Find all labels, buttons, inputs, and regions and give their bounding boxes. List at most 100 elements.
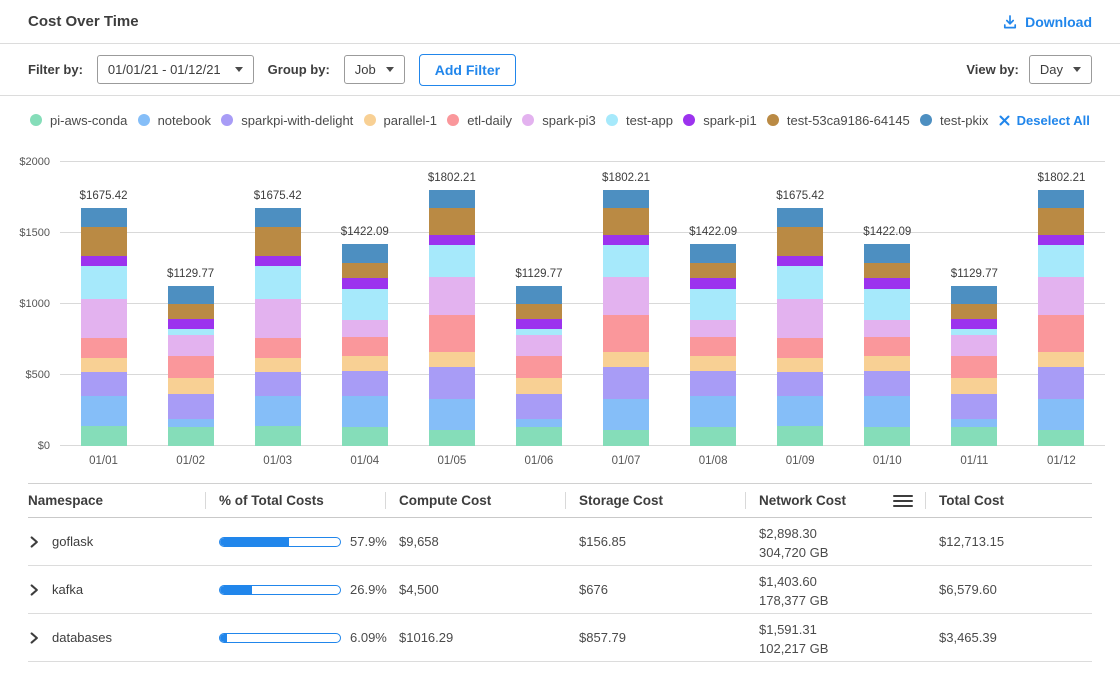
bar-segment-parallel-1	[342, 356, 388, 371]
bar-segment-test-pkix	[81, 208, 127, 227]
bar-segment-test-53ca9186-64145	[951, 304, 997, 318]
legend-item-etl-daily[interactable]: etl-daily	[447, 113, 512, 128]
stacked-bar	[864, 244, 910, 446]
bar-segment-test-app	[1038, 245, 1084, 277]
legend-item-test-app[interactable]: test-app	[606, 113, 673, 128]
bar-segment-etl-daily	[864, 337, 910, 356]
bar-segment-etl-daily	[516, 356, 562, 378]
stacked-bar	[342, 244, 388, 446]
bar-segment-sparkpi-with-delight	[864, 371, 910, 396]
bar-segment-spark-pi3	[168, 335, 214, 357]
view-by-label: View by:	[966, 62, 1019, 77]
bar-segment-etl-daily	[429, 315, 475, 353]
bar-segment-notebook	[864, 396, 910, 427]
header-cell-total-cost: Total Cost	[925, 484, 1092, 517]
column-menu-icon[interactable]	[893, 495, 913, 507]
x-icon	[999, 115, 1010, 126]
row-expander-chevron-right-icon[interactable]	[28, 632, 40, 644]
total-cost-cell: $3,465.39	[925, 630, 1092, 645]
bar-segment-notebook	[1038, 399, 1084, 430]
percent-bar-fill	[220, 586, 252, 594]
bar-segment-parallel-1	[1038, 352, 1084, 366]
legend-item-spark-pi3[interactable]: spark-pi3	[522, 113, 595, 128]
row-expander-chevron-right-icon[interactable]	[28, 536, 40, 548]
bar-segment-parallel-1	[429, 352, 475, 366]
bar-group-01/05: $1802.21	[408, 162, 495, 446]
bar-segment-pi-aws-conda	[429, 430, 475, 446]
bar-segment-pi-aws-conda	[777, 426, 823, 446]
bar-total-label: $1422.09	[341, 226, 389, 238]
percent-label: 57.9%	[350, 534, 387, 549]
bar-segment-pi-aws-conda	[342, 427, 388, 446]
network-usage-value: 304,720 GB	[759, 543, 925, 562]
legend-dot	[221, 114, 233, 126]
legend-item-spark-pi1[interactable]: spark-pi1	[683, 113, 756, 128]
x-axis-label: 01/08	[670, 455, 757, 467]
bar-segment-parallel-1	[864, 356, 910, 371]
legend-item-sparkpi-with-delight[interactable]: sparkpi-with-delight	[221, 113, 353, 128]
x-axis-label: 01/05	[408, 455, 495, 467]
network-cost-cell: $1,591.31102,217 GB	[745, 618, 925, 658]
bar-segment-spark-pi1	[168, 319, 214, 330]
bar-segment-pi-aws-conda	[864, 427, 910, 446]
namespace-label: goflask	[52, 534, 93, 549]
deselect-all-button[interactable]: Deselect All	[999, 113, 1090, 128]
bar-group-01/07: $1802.21	[583, 162, 670, 446]
bar-segment-test-53ca9186-64145	[342, 263, 388, 277]
download-icon	[1002, 14, 1018, 30]
y-axis-tick: $0	[38, 440, 50, 452]
compute-cost-cell: $9,658	[385, 534, 565, 549]
group-by-dropdown[interactable]: Job	[344, 55, 405, 84]
bar-segment-spark-pi3	[690, 320, 736, 337]
date-range-dropdown[interactable]: 01/01/21 - 01/12/21	[97, 55, 254, 84]
x-axis-label: 01/07	[582, 455, 669, 467]
view-by-dropdown[interactable]: Day	[1029, 55, 1092, 84]
bar-segment-notebook	[429, 399, 475, 430]
row-expander-chevron-right-icon[interactable]	[28, 584, 40, 596]
bar-segment-notebook	[342, 396, 388, 427]
view-by-value: Day	[1040, 62, 1063, 77]
stacked-bar	[777, 208, 823, 446]
bar-segment-test-app	[690, 289, 736, 320]
legend-item-label: parallel-1	[384, 113, 437, 128]
bar-segment-test-53ca9186-64145	[777, 227, 823, 256]
stacked-bar	[516, 286, 562, 446]
bar-segment-parallel-1	[690, 356, 736, 371]
legend-item-test-pkix[interactable]: test-pkix	[920, 113, 988, 128]
bar-segment-test-53ca9186-64145	[603, 208, 649, 235]
total-cost-cell: $12,713.15	[925, 534, 1092, 549]
bar-segment-etl-daily	[777, 338, 823, 358]
bar-segment-spark-pi3	[429, 277, 475, 314]
add-filter-button[interactable]: Add Filter	[419, 54, 516, 86]
download-button[interactable]: Download	[1002, 14, 1092, 30]
bar-segment-parallel-1	[777, 358, 823, 373]
bar-segment-spark-pi1	[342, 278, 388, 289]
cost-over-time-page: Cost Over Time Download Filter by: 01/01…	[0, 0, 1120, 662]
bar-total-label: $1675.42	[80, 190, 128, 202]
legend-item-notebook[interactable]: notebook	[138, 113, 212, 128]
legend-item-label: pi-aws-conda	[50, 113, 127, 128]
bar-segment-spark-pi3	[516, 335, 562, 357]
bar-segment-sparkpi-with-delight	[1038, 367, 1084, 399]
bar-segment-test-pkix	[516, 286, 562, 305]
filter-by-label: Filter by:	[28, 62, 83, 77]
header-cell-%-of-total-costs: % of Total Costs	[205, 484, 385, 517]
legend-item-parallel-1[interactable]: parallel-1	[364, 113, 437, 128]
x-axis-label: 01/01	[60, 455, 147, 467]
network-cost-cell: $1,403.60178,377 GB	[745, 570, 925, 610]
bar-segment-pi-aws-conda	[690, 427, 736, 446]
legend-dot	[606, 114, 618, 126]
stacked-bar	[168, 286, 214, 446]
legend-item-label: test-app	[626, 113, 673, 128]
bar-segment-sparkpi-with-delight	[255, 372, 301, 396]
bar-group-01/11: $1129.77	[931, 162, 1018, 446]
legend-item-test-53ca9186-64145[interactable]: test-53ca9186-64145	[767, 113, 910, 128]
legend-item-pi-aws-conda[interactable]: pi-aws-conda	[30, 113, 127, 128]
cost-table: Namespace% of Total CostsCompute CostSto…	[0, 483, 1120, 662]
table-body: goflask57.9%$9,658$156.85$2,898.30304,72…	[28, 518, 1092, 662]
x-axis-label: 01/03	[234, 455, 321, 467]
bar-segment-etl-daily	[603, 315, 649, 353]
bar-segment-parallel-1	[81, 358, 127, 373]
x-axis-label: 01/12	[1018, 455, 1105, 467]
caret-down-icon	[235, 67, 243, 72]
